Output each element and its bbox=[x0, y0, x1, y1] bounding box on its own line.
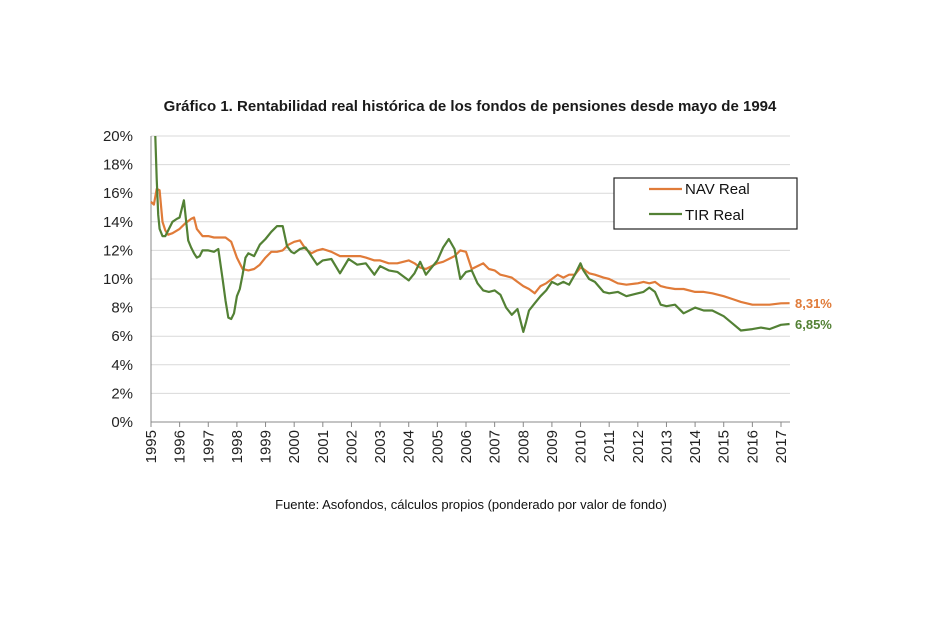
x-tick-label: 2006 bbox=[458, 430, 475, 463]
x-tick-label: 1997 bbox=[200, 430, 217, 463]
x-tick-label: 2013 bbox=[658, 430, 675, 463]
chart-title: Gráfico 1. Rentabilidad real histórica d… bbox=[164, 98, 777, 115]
x-tick-label: 2004 bbox=[401, 430, 418, 463]
y-tick-label: 16% bbox=[103, 185, 133, 202]
legend-box bbox=[613, 177, 798, 230]
x-tick-label: 2003 bbox=[372, 430, 389, 463]
y-tick-label: 0% bbox=[111, 414, 133, 431]
legend-label-nav-real: NAV Real bbox=[685, 181, 750, 198]
x-tick-label: 2015 bbox=[716, 430, 733, 463]
chart-source-note: Fuente: Asofondos, cálculos propios (pon… bbox=[275, 497, 667, 512]
y-tick-label: 14% bbox=[103, 214, 133, 231]
x-tick-label: 2010 bbox=[573, 430, 590, 463]
x-tick-label: 1995 bbox=[143, 430, 160, 463]
x-tick-label: 2009 bbox=[544, 430, 561, 463]
y-tick-label: 4% bbox=[111, 357, 133, 374]
x-tick-label: 2016 bbox=[744, 430, 761, 463]
y-tick-label: 10% bbox=[103, 271, 133, 288]
x-tick-label: 2008 bbox=[515, 430, 532, 463]
series-lines bbox=[150, 135, 790, 333]
y-axis-tick-labels: 0% 2% 4% 6% 8% 10% 12% 14% 16% 18% 20% bbox=[103, 128, 133, 431]
y-tick-label: 18% bbox=[103, 157, 133, 174]
x-tick-label: 2014 bbox=[687, 430, 704, 463]
y-tick-label: 20% bbox=[103, 128, 133, 145]
y-tick-label: 6% bbox=[111, 328, 133, 345]
y-tick-label: 12% bbox=[103, 242, 133, 259]
y-tick-label: 8% bbox=[111, 300, 133, 317]
end-label-nav-real: 8,31% bbox=[795, 296, 832, 311]
legend: NAV Real TIR Real bbox=[613, 177, 798, 230]
series-line-tir-real bbox=[154, 135, 790, 333]
end-labels: 8,31% 6,85% bbox=[795, 296, 832, 332]
x-tick-label: 2001 bbox=[315, 430, 332, 463]
x-tick-label: 2012 bbox=[630, 430, 647, 463]
end-label-tir-real: 6,85% bbox=[795, 317, 832, 332]
x-tick-label: 2005 bbox=[429, 430, 446, 463]
y-tick-label: 2% bbox=[111, 385, 133, 402]
x-tick-label: 2002 bbox=[343, 430, 360, 463]
x-tick-label: 1996 bbox=[172, 430, 189, 463]
x-axis: 1995 1996 1997 1998 1999 2000 2001 2002 2003 2004… bbox=[143, 136, 790, 463]
x-tick-label: 1998 bbox=[229, 430, 246, 463]
series-line-nav-real bbox=[150, 187, 790, 306]
legend-label-tir-real: TIR Real bbox=[685, 207, 744, 224]
x-tick-label: 2000 bbox=[286, 430, 303, 463]
x-tick-label: 2007 bbox=[487, 430, 504, 463]
x-tick-label: 1999 bbox=[258, 430, 275, 463]
x-tick-label: 2011 bbox=[601, 430, 618, 462]
x-tick-label: 2017 bbox=[773, 430, 790, 463]
